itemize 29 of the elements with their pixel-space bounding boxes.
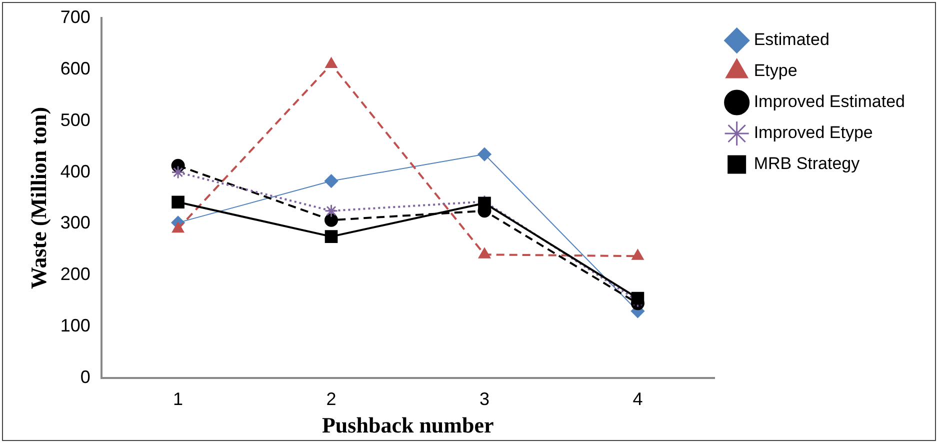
y-tick-label: 0 [80,366,90,387]
x-axis-title: Pushback number [322,412,494,438]
point [478,148,492,162]
legend-label: Estimated [754,30,830,50]
point [324,230,338,243]
y-tick-label: 200 [60,264,90,284]
x-tick-label: 1 [173,388,184,409]
x-tick-label: 2 [326,388,336,409]
point [325,58,338,68]
y-tick-label: 100 [60,316,90,336]
point [324,204,338,218]
x-tick-label: 3 [479,388,490,409]
point [172,222,184,233]
legend-label: Improved Estimated [754,92,906,112]
y-tick-label: 700 [60,6,90,27]
y-tick-label: 400 [60,161,90,182]
y-axis-title: Waste (Million ton) [26,106,51,290]
point [631,292,644,305]
y-tick-label: 300 [60,212,90,233]
y-tick-label: 500 [60,110,90,130]
legend-label: Improved Etype [754,123,873,142]
y-tick-label: 600 [60,58,90,78]
legend-label: Etype [754,61,798,80]
point [172,196,184,209]
point [171,166,185,180]
x-tick-label: 4 [632,388,643,409]
point [324,174,338,188]
point [324,213,338,227]
legend-label: MRB Strategy [754,154,860,174]
